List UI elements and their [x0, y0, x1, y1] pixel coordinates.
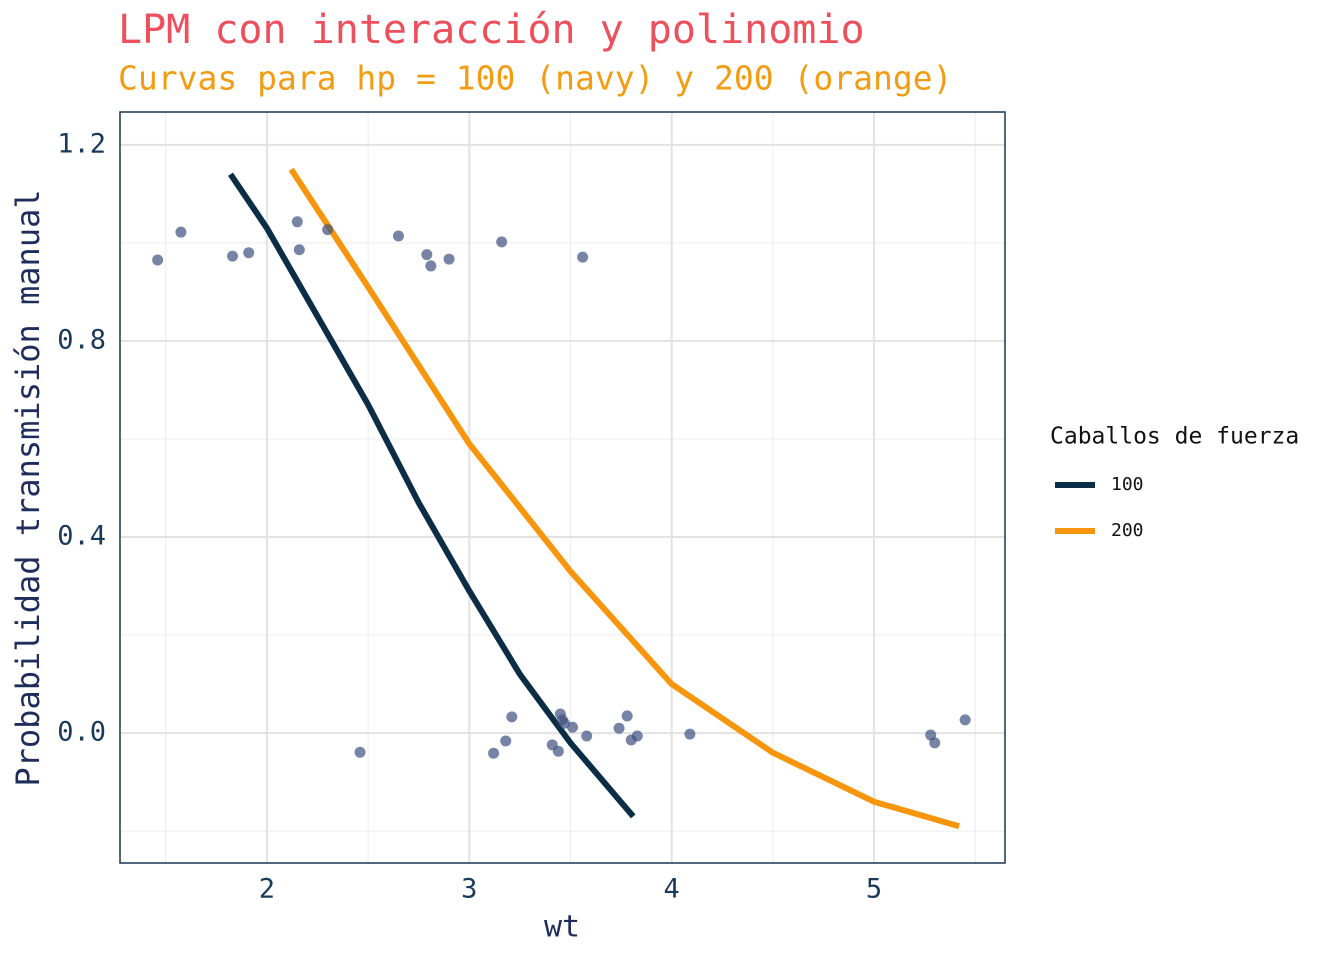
x-tick-label: 2 — [259, 874, 275, 905]
point — [506, 711, 518, 723]
point — [684, 728, 696, 740]
point — [613, 722, 625, 734]
chart-title: LPM con interacción y polinomio — [118, 7, 865, 53]
x-tick-label: 3 — [461, 874, 477, 905]
point — [392, 230, 404, 242]
point — [959, 714, 971, 726]
point — [929, 737, 941, 749]
point — [488, 747, 500, 759]
point — [293, 244, 305, 256]
point — [291, 216, 303, 228]
chart-subtitle: Curvas para hp = 100 (navy) y 200 (orang… — [118, 59, 952, 98]
point — [567, 721, 579, 733]
point — [425, 260, 437, 272]
x-tick-label: 5 — [866, 874, 882, 905]
point — [152, 254, 164, 266]
y-tick-label: 1.2 — [57, 128, 106, 159]
point — [421, 249, 433, 261]
point — [581, 730, 593, 742]
point — [496, 236, 508, 248]
legend-label: 200 — [1111, 520, 1144, 541]
point — [322, 224, 334, 236]
y-tick-label: 0.4 — [57, 521, 106, 552]
point — [631, 730, 643, 742]
y-axis-label: Probabilidad transmisión manual — [9, 189, 47, 786]
line-series — [288, 167, 960, 830]
line-series — [228, 172, 636, 819]
x-tick-label: 4 — [664, 874, 680, 905]
legend-title: Caballos de fuerza — [1050, 424, 1299, 450]
legend-label: 100 — [1111, 474, 1144, 495]
point — [354, 746, 366, 758]
y-tick-label: 0.8 — [57, 324, 106, 355]
y-tick-label: 0.0 — [57, 717, 106, 748]
point — [175, 226, 187, 238]
point — [621, 710, 633, 722]
x-axis-label: wt — [544, 910, 580, 945]
plot-border — [119, 111, 1006, 864]
point — [243, 247, 255, 259]
point — [552, 745, 564, 757]
point — [577, 251, 589, 263]
point — [500, 735, 512, 747]
point — [443, 253, 455, 265]
point — [227, 250, 239, 262]
